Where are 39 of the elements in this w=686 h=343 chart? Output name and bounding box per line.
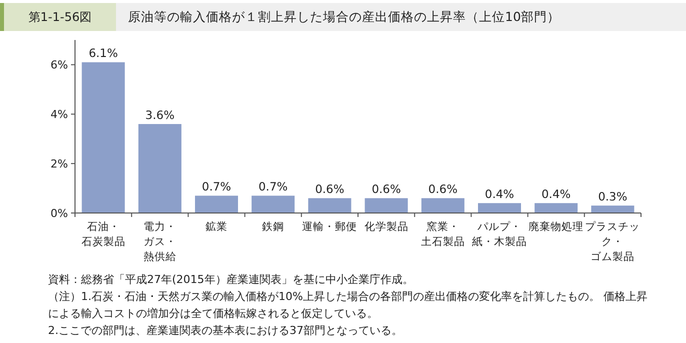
x-tick-label: 化学製品 (364, 220, 408, 233)
bar (308, 198, 352, 213)
data-label: 0.4% (484, 187, 514, 202)
data-label: 0.7% (202, 180, 232, 194)
bar (421, 198, 464, 213)
data-label: 3.6% (145, 108, 175, 122)
data-label: 0.6% (372, 182, 401, 196)
y-tick-label: 4% (50, 108, 68, 122)
x-tick-label: 電力・ガス・熱供給 (143, 220, 176, 263)
x-tick-label: 廃棄物処理 (528, 220, 584, 233)
x-tick-label: 石油・石炭製品 (81, 220, 126, 248)
data-label: 0.6% (428, 182, 458, 196)
chart-subtitle: 第1-1-56図 (0, 3, 116, 31)
data-label: 0.6% (315, 182, 344, 196)
bar (364, 198, 408, 213)
bar (534, 203, 578, 213)
bar (252, 196, 295, 213)
data-label: 0.3% (598, 190, 628, 204)
text: （注）1.石炭・石油・天然ガス業の輸入価格が10%上昇した場合の各部門の産出価格の変化率を計算したもの。 価格上昇による輸入コストの増加分は全て価格転嫁されると仮定している。 (48, 289, 648, 322)
x-tick-label: プラスチック・ゴム製品 (585, 220, 640, 263)
text: 資料：総務省「平成27年(2015年）産業連関表」を基に中小企業庁作成。 (48, 272, 414, 288)
x-tick-label: 鉄鋼 (262, 221, 284, 233)
data-label: 0.4% (541, 187, 571, 202)
bar (591, 206, 634, 213)
bar (194, 196, 238, 213)
data-label: 0.7% (258, 180, 288, 194)
x-tick-label: 鉱業 (206, 220, 228, 233)
data-label: 6.1% (88, 46, 118, 60)
x-tick-label: 運輸・郵便 (302, 220, 358, 233)
bar (478, 203, 522, 213)
text: 2.ここでの部門は、産業連関表の基本表における37部門となっている。 (48, 323, 404, 339)
x-tick-label: 窯業・土石製品 (420, 220, 465, 248)
bar (138, 124, 182, 213)
y-tick-label: 0% (50, 207, 68, 220)
chart-title: 原油等の輸入価格が１割上昇した場合の産出価格の上昇率（上位10部門） (128, 8, 560, 26)
x-tick-label: パルプ・紙・木製品 (472, 220, 527, 248)
bar (82, 62, 125, 213)
y-tick-label: 2% (50, 158, 68, 171)
y-tick-label: 6% (50, 58, 68, 72)
